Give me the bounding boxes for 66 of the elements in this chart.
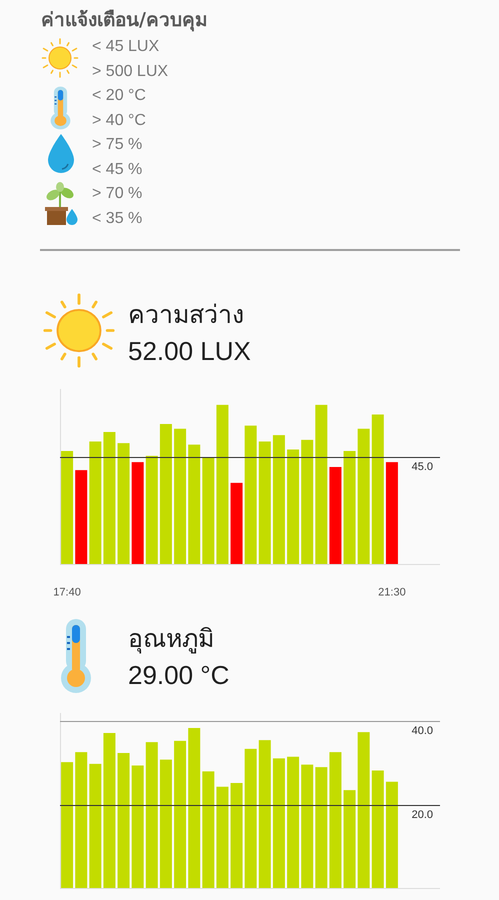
bar [216, 786, 228, 888]
bar [301, 440, 314, 564]
bar [344, 790, 356, 888]
bar [202, 771, 214, 888]
bar [301, 764, 314, 888]
bar [132, 766, 144, 888]
bar [146, 456, 158, 564]
bar [132, 462, 144, 564]
bar [329, 752, 342, 888]
annotation: 45.0 [412, 461, 433, 474]
bar [118, 753, 130, 888]
bar [358, 428, 370, 564]
bar [358, 732, 370, 888]
bar [160, 760, 172, 888]
bar [344, 451, 356, 564]
chart-title: อุณหภูมิ [128, 624, 214, 654]
bar [75, 752, 88, 888]
bar [272, 435, 285, 564]
text: > 40 °C [92, 110, 146, 130]
text: < 45 LUX [92, 37, 160, 56]
bar [160, 424, 172, 564]
bar [372, 414, 384, 564]
text: < 45 % [92, 160, 142, 178]
text: ค่าแจ้งเตือน/ควบคุม [41, 8, 208, 33]
bar [258, 740, 271, 888]
bar [75, 470, 88, 564]
bar [329, 466, 342, 564]
bar [61, 451, 74, 564]
bar [174, 740, 186, 888]
bar [244, 426, 257, 564]
bar [287, 756, 300, 888]
bar [386, 462, 398, 564]
bar [315, 404, 328, 564]
bar [89, 442, 102, 564]
bar [216, 404, 228, 564]
bar [372, 770, 384, 888]
bar [386, 782, 398, 888]
chart-subtitle: 52.00 LUX [128, 336, 251, 366]
ref-line-label: 20.0 [412, 809, 433, 822]
x-tick-label: 17:40 [53, 586, 81, 599]
ref-line-label: 40.0 [412, 725, 433, 738]
text: > 500 LUX [92, 62, 168, 80]
bar [230, 783, 243, 888]
x-tick-label: 21:30 [378, 586, 406, 599]
bar [146, 742, 158, 888]
text: > 70 % [92, 184, 142, 203]
chart-subtitle: 29.00 °C [128, 660, 230, 690]
bar [202, 457, 214, 564]
text: > 75 % [92, 135, 142, 154]
bar [118, 443, 130, 564]
bar [258, 442, 271, 564]
bar [188, 728, 200, 888]
bar [89, 764, 102, 888]
text: < 20 °C [92, 86, 146, 105]
bar [103, 733, 116, 888]
text: < 35 % [92, 208, 142, 228]
bar [272, 758, 285, 888]
bar [230, 482, 243, 564]
bar [188, 444, 200, 564]
chart-title: ความสว่าง [128, 300, 244, 330]
bar [103, 432, 116, 564]
bar [61, 762, 74, 888]
bar [315, 767, 328, 888]
bar [174, 428, 186, 564]
bar [287, 449, 300, 564]
bar [244, 748, 257, 888]
